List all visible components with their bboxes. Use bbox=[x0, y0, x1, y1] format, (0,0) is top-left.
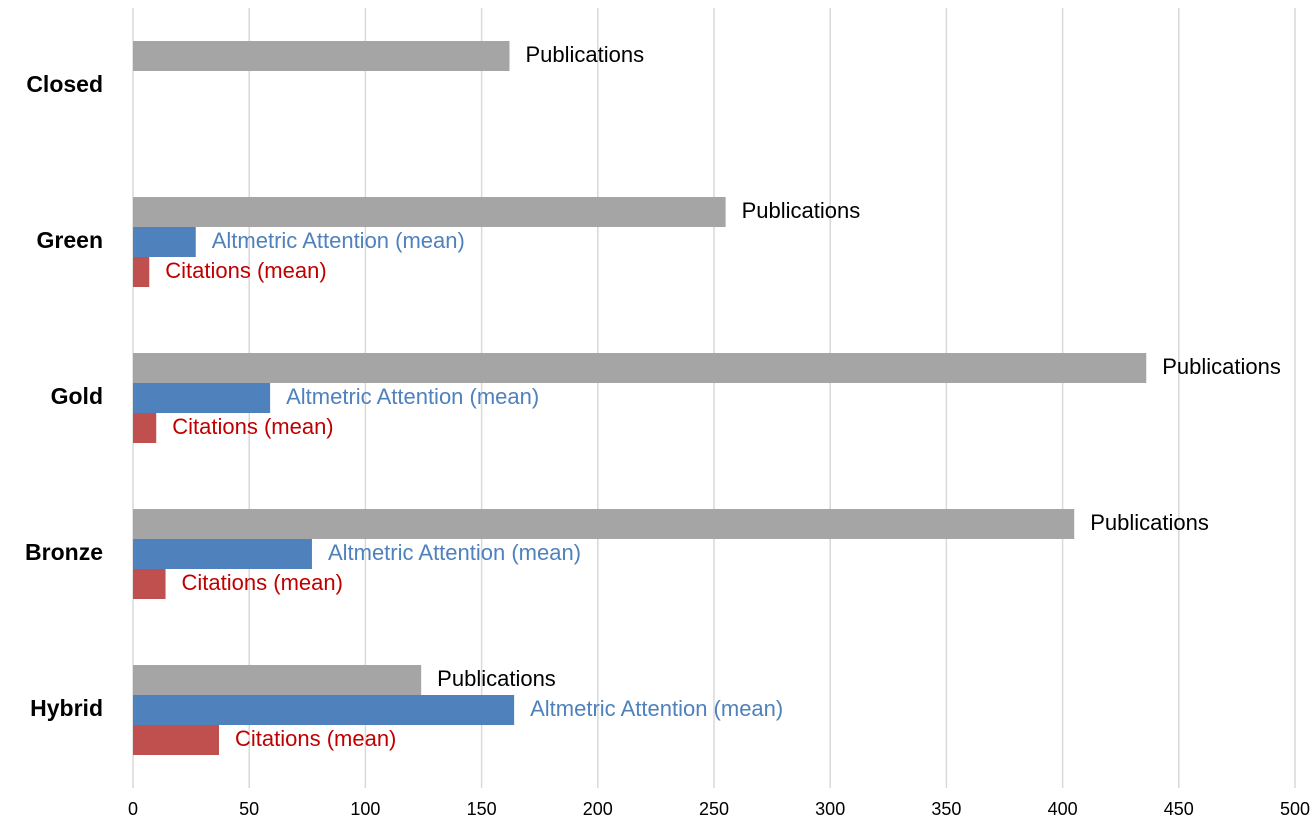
y-tick-label: Closed bbox=[26, 71, 103, 97]
bar bbox=[133, 227, 196, 257]
bar bbox=[133, 197, 726, 227]
x-tick-label: 350 bbox=[931, 799, 961, 819]
bar bbox=[133, 695, 515, 725]
x-tick-label: 250 bbox=[699, 799, 729, 819]
y-tick-label: Gold bbox=[51, 383, 103, 409]
bar-label: Publications bbox=[742, 198, 861, 223]
bar bbox=[133, 665, 422, 695]
bar-label: Citations (mean) bbox=[165, 258, 326, 283]
x-tick-label: 300 bbox=[815, 799, 845, 819]
x-tick-label: 450 bbox=[1164, 799, 1194, 819]
x-tick-label: 150 bbox=[467, 799, 497, 819]
bar-label: Citations (mean) bbox=[172, 414, 333, 439]
bar bbox=[133, 539, 312, 569]
bar bbox=[133, 569, 166, 599]
bar-label: Citations (mean) bbox=[182, 570, 343, 595]
x-tick-label: 50 bbox=[239, 799, 259, 819]
bar bbox=[133, 725, 219, 755]
bar-label: Publications bbox=[1090, 510, 1209, 535]
x-tick-label: 500 bbox=[1280, 799, 1310, 819]
bar-label: Altmetric Attention (mean) bbox=[212, 228, 465, 253]
x-tick-label: 400 bbox=[1048, 799, 1078, 819]
bar-label: Citations (mean) bbox=[235, 726, 396, 751]
bar-label: Publications bbox=[525, 42, 644, 67]
x-tick-label: 200 bbox=[583, 799, 613, 819]
bar-label: Publications bbox=[1162, 354, 1281, 379]
y-tick-label: Bronze bbox=[25, 539, 103, 565]
bar-label: Altmetric Attention (mean) bbox=[328, 540, 581, 565]
bar bbox=[133, 509, 1075, 539]
bar-label: Publications bbox=[437, 666, 556, 691]
bar-label: Altmetric Attention (mean) bbox=[286, 384, 539, 409]
y-tick-label: Green bbox=[37, 227, 103, 253]
bar bbox=[133, 413, 157, 443]
bar bbox=[133, 383, 271, 413]
bar bbox=[133, 257, 150, 287]
bar bbox=[133, 353, 1147, 383]
x-tick-label: 0 bbox=[128, 799, 138, 819]
bar-label: Altmetric Attention (mean) bbox=[530, 696, 783, 721]
x-tick-label: 100 bbox=[350, 799, 380, 819]
y-tick-label: Hybrid bbox=[30, 695, 103, 721]
bar bbox=[133, 41, 510, 71]
